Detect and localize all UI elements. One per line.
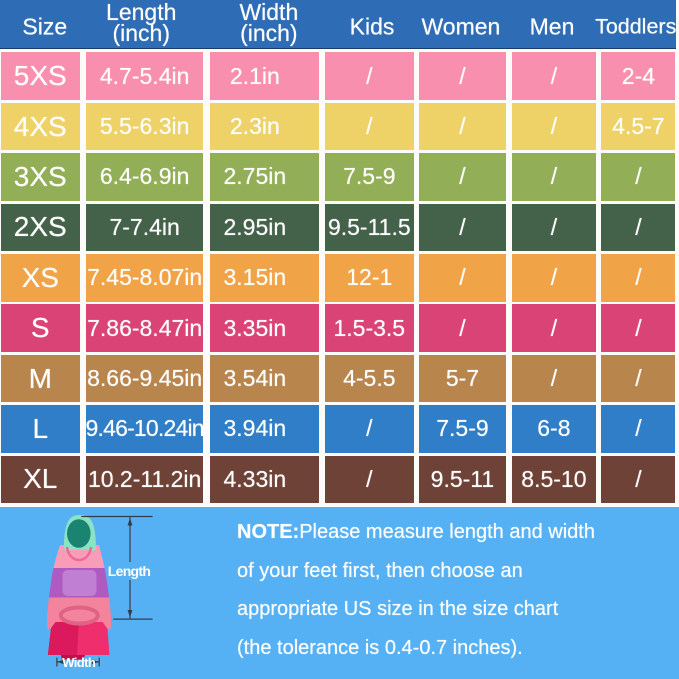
svg-text:Width: Width [62, 655, 96, 670]
svg-text:Length: Length [108, 563, 151, 579]
